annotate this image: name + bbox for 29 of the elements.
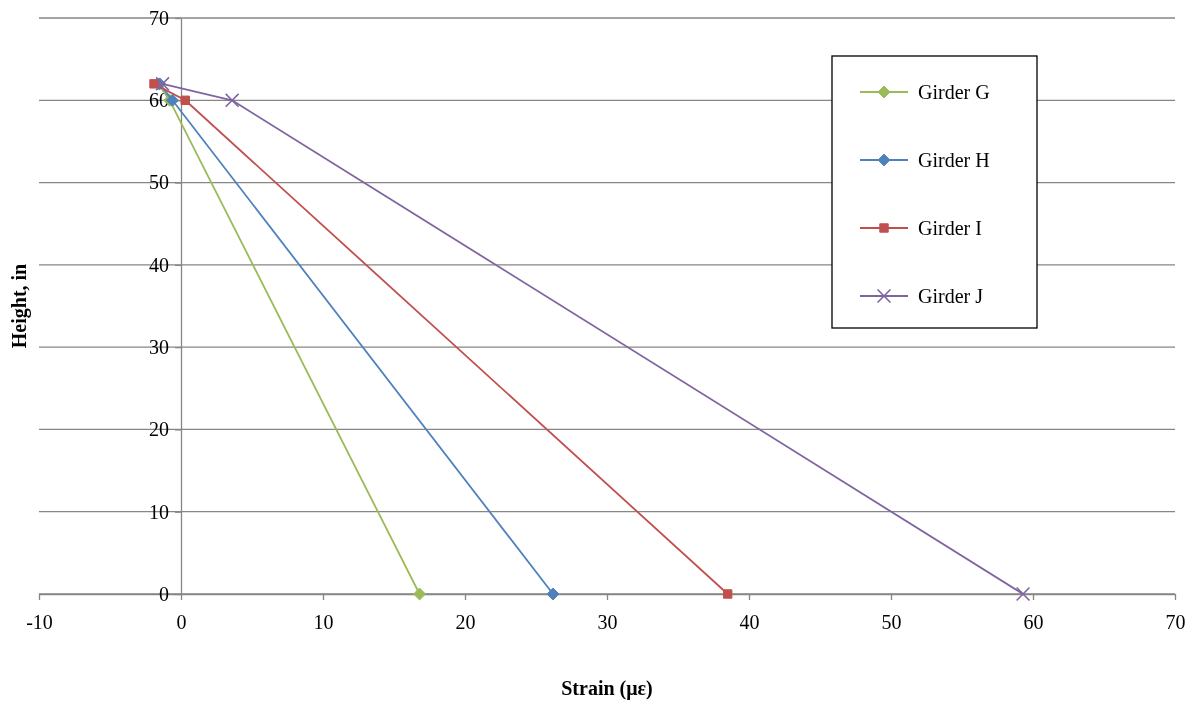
x-tick-label: 0	[176, 611, 187, 633]
y-tick-label: 50	[149, 171, 169, 194]
y-tick-label: 30	[149, 336, 169, 359]
y-axis-title: Height, in	[8, 263, 31, 349]
point	[224, 93, 240, 108]
y-tick-label: 10	[149, 500, 169, 523]
y-tick-label: 40	[149, 253, 169, 276]
x-tick-label: 30	[597, 611, 618, 633]
x-tick-label: -10	[26, 611, 53, 633]
point	[413, 587, 426, 601]
x-tick-label: 60	[1023, 611, 1044, 633]
y-tick-label: 0	[159, 582, 169, 605]
point	[723, 589, 733, 599]
legend-label: Girder J	[918, 285, 984, 307]
x-axis-title: Strain (με)	[561, 677, 653, 700]
x-tick-label: 40	[739, 611, 760, 633]
y-tick-label: 20	[149, 418, 169, 441]
legend-label: Girder H	[918, 149, 990, 171]
x-tick-label: 20	[455, 611, 476, 633]
legend-label: Girder G	[918, 81, 990, 103]
point	[546, 587, 560, 601]
x-tick-label: 50	[881, 611, 902, 633]
point	[1015, 586, 1031, 602]
y-tick-label: 70	[149, 6, 169, 29]
x-tick-label: 10	[313, 611, 334, 633]
legend-label: Girder I	[918, 217, 982, 239]
x-tick-label: 70	[1165, 611, 1186, 633]
point	[180, 95, 190, 105]
point	[149, 79, 159, 89]
